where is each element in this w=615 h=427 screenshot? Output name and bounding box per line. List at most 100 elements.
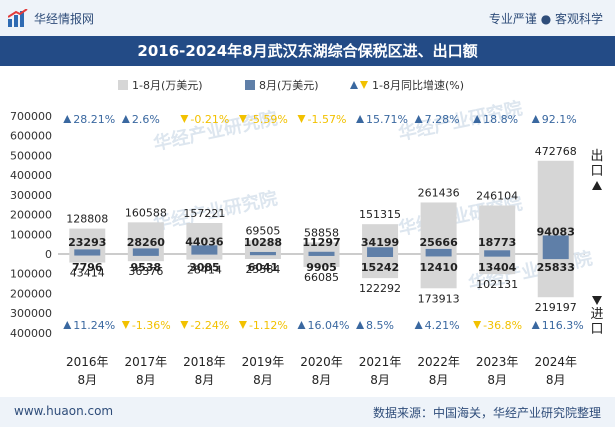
y-tick-label: 500000 xyxy=(10,149,52,162)
export-growth-up-icon xyxy=(356,115,365,123)
bar-import-cum xyxy=(186,254,223,260)
x-tick-label-year: 2018年 xyxy=(183,355,226,369)
label-import-month: 7796 xyxy=(72,261,103,274)
label-import-cum: 219197 xyxy=(535,301,577,314)
label-import-cum: 28414 xyxy=(187,264,222,277)
export-growth-label: 92.1% xyxy=(542,113,577,126)
legend-swatch-cum xyxy=(118,80,128,90)
export-growth-up-icon xyxy=(63,115,72,123)
label-export-month: 25666 xyxy=(419,236,458,249)
x-tick-label-month: 8月 xyxy=(546,373,566,387)
y-tick-label: 200000 xyxy=(10,209,52,222)
label-export-cum: 160588 xyxy=(125,206,167,219)
bar-export-month xyxy=(132,248,159,254)
export-growth-up-icon xyxy=(121,115,130,123)
export-growth-down-icon xyxy=(297,115,306,123)
export-growth-label: 15.71% xyxy=(366,113,408,126)
x-tick-label-month: 8月 xyxy=(312,373,332,387)
bar-import-cum xyxy=(244,254,281,260)
x-tick-label-year: 2023年 xyxy=(476,355,519,369)
label-export-month: 23293 xyxy=(68,236,106,249)
label-export-month: 28260 xyxy=(127,236,166,249)
import-growth-label: 16.04% xyxy=(308,319,350,332)
y-tick-label: 700000 xyxy=(10,110,52,123)
export-growth-up-icon xyxy=(414,115,423,123)
bar-export-month xyxy=(367,247,394,254)
label-import-cum: 36376 xyxy=(128,265,163,278)
bar-import-month xyxy=(132,254,159,256)
tagline: 专业严谨 ● 客观科学 xyxy=(488,12,603,26)
label-import-month: 9538 xyxy=(131,261,162,274)
label-import-cum: 25384 xyxy=(245,263,280,276)
side-label-import: 进 xyxy=(590,307,603,322)
x-tick-label-year: 2020年 xyxy=(300,355,343,369)
legend-label-growth: 1-8月同比增速(%) xyxy=(372,78,464,92)
bar-import-cum xyxy=(127,254,164,262)
y-tick-label: 600000 xyxy=(10,130,52,143)
export-arrow-up-icon xyxy=(592,181,602,190)
legend-label-cum: 1-8月(万美元) xyxy=(132,79,203,92)
label-export-cum: 128808 xyxy=(66,213,108,226)
label-import-month: 13404 xyxy=(478,261,517,274)
import-growth-label: 11.24% xyxy=(73,319,115,332)
label-import-month: 9905 xyxy=(306,261,337,274)
import-growth-up-icon xyxy=(414,321,423,329)
bar-export-month xyxy=(308,251,335,254)
x-tick-label-year: 2017年 xyxy=(125,355,168,369)
bar-import-cum xyxy=(362,254,399,279)
y-tick-label: 400000 xyxy=(10,327,52,340)
bar-import-month xyxy=(484,254,511,257)
y-tick-label: 0 xyxy=(45,248,52,261)
label-import-cum: 43414 xyxy=(70,267,105,280)
bar-import-cum xyxy=(69,254,106,263)
label-export-month: 10288 xyxy=(244,236,282,249)
side-label-export: 出 xyxy=(590,149,603,164)
label-export-cum: 472768 xyxy=(535,145,577,158)
export-growth-up-icon xyxy=(531,115,540,123)
bar-import-cum xyxy=(420,254,457,289)
bottom-bar xyxy=(0,397,615,427)
x-tick-label-month: 8月 xyxy=(77,373,97,387)
label-import-cum: 66085 xyxy=(304,271,339,284)
x-tick-label-month: 8月 xyxy=(370,373,390,387)
import-growth-up-icon xyxy=(356,321,365,329)
label-export-cum: 246104 xyxy=(476,189,518,202)
title-bar xyxy=(0,36,615,66)
export-growth-label: -5.59% xyxy=(249,113,288,126)
footer-source: 数据来源：中国海关，华经产业研究院整理 xyxy=(372,406,601,420)
import-growth-label: -36.8% xyxy=(483,319,522,332)
label-import-month: 25833 xyxy=(537,261,575,274)
import-growth-label: -1.36% xyxy=(132,319,171,332)
x-tick-label-month: 8月 xyxy=(136,373,156,387)
export-growth-label: 7.28% xyxy=(425,113,460,126)
x-tick-label-year: 2019年 xyxy=(242,355,285,369)
label-export-month: 18773 xyxy=(478,236,516,249)
chart-title: 2016-2024年8月武汉东湖综合保税区进、出口额 xyxy=(137,42,478,60)
import-arrow-down-icon xyxy=(592,296,602,305)
bar-import-month xyxy=(74,254,101,256)
logo-icon xyxy=(8,9,28,27)
import-growth-down-icon xyxy=(473,321,482,329)
label-export-month: 34199 xyxy=(361,236,399,249)
label-export-cum: 151315 xyxy=(359,208,401,221)
bar-import-month xyxy=(425,254,452,257)
bar-import-month xyxy=(367,254,394,258)
label-export-month: 44036 xyxy=(185,235,224,248)
export-growth-up-icon xyxy=(473,115,482,123)
x-tick-label-month: 8月 xyxy=(429,373,449,387)
import-growth-down-icon xyxy=(238,321,247,329)
legend-swatch-month xyxy=(245,80,255,90)
y-tick-label: 400000 xyxy=(10,169,52,182)
label-export-cum: 69505 xyxy=(245,224,280,237)
label-export-month: 94083 xyxy=(537,225,575,238)
bar-import-month xyxy=(308,254,335,256)
export-growth-down-icon xyxy=(238,115,247,123)
bar-export-cum xyxy=(479,205,516,254)
footer-url[interactable]: www.huaon.com xyxy=(14,404,114,418)
import-growth-up-icon xyxy=(63,321,72,329)
y-tick-label: 300000 xyxy=(10,307,52,320)
chart-area: 700000 600000 500000 400000 300000 200000 1000… xyxy=(10,78,604,387)
bar-export-month xyxy=(542,235,569,254)
x-tick-label-year: 2024年 xyxy=(534,355,577,369)
x-tick-label-year: 2021年 xyxy=(359,355,402,369)
